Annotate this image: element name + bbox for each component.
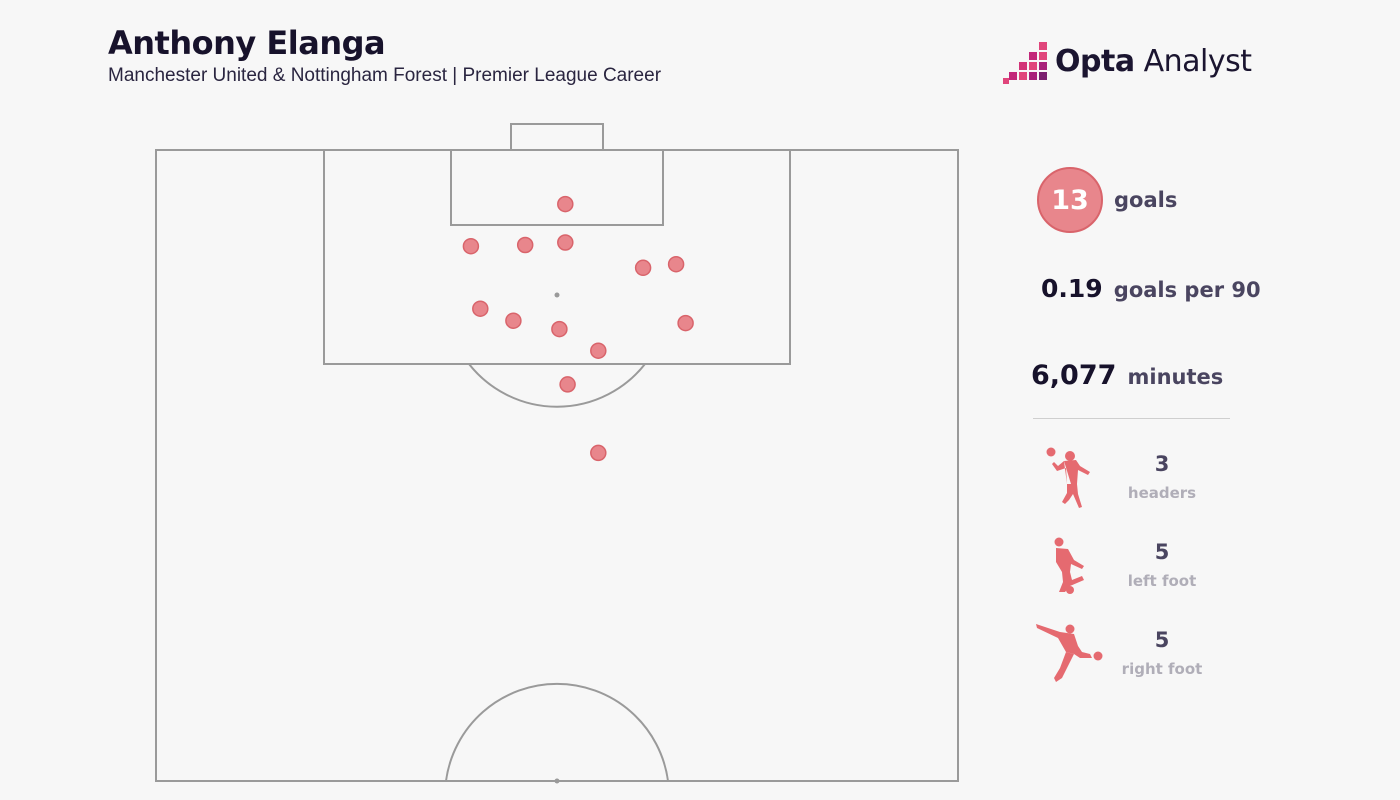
left-foot-count: 5 [1154,540,1170,564]
left-foot-label: left foot [1127,572,1197,590]
headers-count: 3 [1154,452,1170,476]
six-yard-box [450,149,664,226]
per90-stat: 0.19 goals per 90 [1041,274,1261,303]
goal-point [559,376,576,393]
goal-point [634,259,652,277]
goals-label: goals [1114,188,1178,212]
goal-point [677,314,694,332]
pitch-shot-map [155,123,959,784]
goal-point [590,444,607,462]
per90-value: 0.19 [1041,274,1103,303]
header-player-icon [1046,447,1090,508]
goal-point [462,237,480,255]
per90-label: goals per 90 [1113,278,1261,302]
goal-frame [510,123,604,151]
minutes-label: minutes [1127,365,1224,389]
centre-circle [445,683,669,782]
goal-point [590,342,607,359]
headers-label: headers [1127,484,1197,502]
centre-spot [554,778,560,784]
right-foot-count: 5 [1154,628,1170,652]
goal-points [462,195,694,462]
page-subtitle: Manchester United & Nottingham Forest | … [108,65,662,86]
opta-analyst-logo: Opta Analyst [1003,40,1252,86]
goal-point [551,320,568,338]
stats-divider [1033,418,1230,419]
goal-point [667,255,685,273]
minutes-stat: 6,077 minutes [1031,360,1223,391]
goals-badge: 13 [1037,167,1103,233]
penalty-arc [468,363,646,408]
pitch-outline [155,149,959,782]
opta-logo-icon [1003,42,1047,84]
page-title: Anthony Elanga [108,24,386,62]
goal-point [557,234,574,251]
right-foot-label: right foot [1121,660,1203,678]
goal-point [505,312,522,329]
left-foot-player-icon [1054,537,1084,594]
minutes-value: 6,077 [1031,360,1117,391]
logo-wordmark: Opta Analyst [1055,44,1252,79]
goal-point [557,195,574,213]
goal-point [472,300,489,317]
goal-point [516,236,534,254]
right-foot-player-icon [1036,624,1103,682]
penalty-spot [554,292,560,298]
